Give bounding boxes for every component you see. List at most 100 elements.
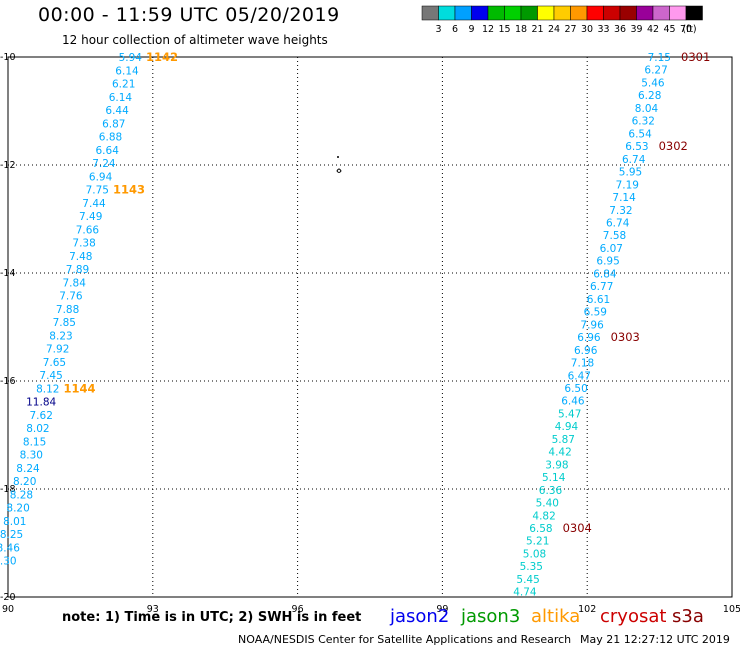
colorbar-tick-label: 15 [498, 24, 510, 35]
colorbar-tick-label: 21 [531, 24, 543, 35]
wave-height-label: 8.28 [10, 489, 33, 501]
wave-height-label: 6.27 [644, 65, 667, 77]
timestamp: May 21 12:27:12 UTC 2019 [580, 633, 730, 646]
colorbar-tick-label: 39 [630, 24, 642, 35]
lon-tick-label: 96 [292, 604, 304, 615]
lat-tick-label: -10 [0, 52, 16, 63]
wave-height-label: 3.98 [545, 459, 568, 471]
satellite-jason3: jason3 [461, 606, 521, 627]
wave-height-label: 7.65 [43, 357, 66, 369]
lon-tick-label: 102 [578, 604, 596, 615]
satellite-jason2: jason2 [390, 606, 450, 627]
lat-tick-label: -12 [0, 160, 16, 171]
wave-height-label: 7.38 [72, 238, 95, 250]
lon-tick-label: 93 [147, 604, 159, 615]
wave-height-label: 7.85 [53, 317, 76, 329]
wave-height-label: 5.14 [542, 472, 566, 484]
island-outline [336, 168, 342, 173]
wave-height-label: 7.96 [580, 319, 604, 331]
wave-height-label: 7.32 [609, 205, 632, 217]
wave-height-label: 11.84 [26, 397, 56, 409]
wave-height-label: 7.44 [82, 198, 106, 210]
wave-height-label: 5.45 [516, 574, 539, 586]
colorbar-tick-label: 36 [614, 24, 626, 35]
pass-time-label: 0304 [563, 521, 592, 535]
wave-height-label: 8.12 [36, 383, 59, 395]
colorbar-tick-label: 45 [663, 24, 675, 35]
wave-height-label: 8.30 [20, 450, 43, 462]
colorbar-tick-label: 12 [482, 24, 494, 35]
wave-height-label: 7.48 [69, 251, 92, 263]
colorbar-tick-label: 27 [564, 24, 576, 35]
wave-height-label: 6.64 [96, 145, 120, 157]
color-legend: 3 6 9 12 15 18 21 24 27 30 33 36 39 42 45 70(ft) [421, 5, 703, 35]
colorbar-tick-label: 6 [452, 24, 458, 35]
colorbar-tick-label: 42 [647, 24, 659, 35]
wave-height-label: 5.95 [619, 167, 642, 179]
wave-height-label: 8.01 [3, 516, 26, 528]
wave-height-label: 6.77 [590, 281, 613, 293]
wave-height-label: 6.84 [593, 268, 617, 280]
lon-tick-label: 90 [2, 604, 14, 615]
wave-height-label: 8.23 [49, 330, 72, 342]
wave-height-label: 7.14 [612, 192, 636, 204]
satellite-s3a: s3a [672, 606, 704, 627]
wave-height-label: 6.07 [600, 243, 623, 255]
wave-height-label: 4.82 [532, 510, 555, 522]
lon-tick-label: 105 [723, 604, 740, 615]
colorbar-tick-label: 30 [581, 24, 593, 35]
pass-time-label: 0303 [611, 330, 640, 344]
wave-height-label: 6.54 [628, 128, 652, 140]
wave-height-label: 7.18 [571, 358, 594, 370]
wave-height-label: 6.47 [568, 370, 591, 382]
wave-height-label: 6.59 [584, 307, 607, 319]
colorbar-tick-label: 9 [468, 24, 474, 35]
lat-tick-label: -20 [0, 592, 16, 603]
wave-height-label: 7.24 [92, 158, 116, 170]
wave-height-label: 7.58 [603, 230, 626, 242]
wave-height-label: 4.94 [555, 421, 579, 433]
wave-height-label: 8.04 [635, 103, 659, 115]
wave-height-label: 6.94 [89, 171, 113, 183]
wave-height-label: 6.58 [529, 523, 552, 535]
wave-height-label: 8.30 [0, 556, 17, 568]
wave-height-label: 7.15 [648, 52, 671, 64]
wave-height-label: 8.25 [0, 529, 23, 541]
wave-height-label: 6.53 [625, 141, 648, 153]
pass-time-label: 0301 [681, 50, 710, 64]
wave-height-label: 6.95 [596, 256, 619, 268]
wave-height-label: 7.89 [66, 264, 89, 276]
wave-height-label: 4.74 [513, 587, 537, 599]
wave-height-label: 5.46 [641, 77, 665, 89]
colorbar-tick-label: 3 [435, 24, 441, 35]
wave-height-label: 6.96 [577, 332, 601, 344]
wave-height-label: 7.76 [59, 291, 83, 303]
satellite-altika: altika [531, 606, 581, 627]
wave-height-label: 6.44 [105, 105, 129, 117]
credit-text: NOAA/NESDIS Center for Satellite Applica… [238, 633, 572, 646]
wave-height-label: 5.47 [558, 408, 581, 420]
wave-height-label: 4.42 [548, 447, 571, 459]
wave-height-label: 7.66 [76, 224, 100, 236]
wave-height-label: 6.32 [632, 116, 655, 128]
wave-height-label: 6.87 [102, 118, 125, 130]
wave-height-label: 7.62 [30, 410, 53, 422]
wave-height-label: 7.19 [616, 179, 639, 191]
wave-height-label: 6.74 [606, 217, 630, 229]
lon-tick-label: 99 [436, 604, 448, 615]
colorbar-tick-label: 70 [680, 24, 692, 35]
colorbar-tick-label: 24 [548, 24, 560, 35]
island-mark [337, 156, 339, 158]
wave-height-label: 8.20 [6, 503, 29, 515]
pass-time-label: 1142 [146, 50, 178, 64]
wave-height-label: 7.49 [79, 211, 102, 223]
pass-time-label: 1144 [64, 381, 96, 395]
wave-height-label: 6.36 [539, 485, 563, 497]
wave-height-label: 6.46 [561, 396, 585, 408]
wave-height-label: 5.21 [526, 536, 549, 548]
wave-height-label: 5.94 [119, 52, 143, 64]
wave-height-label: 5.40 [536, 498, 559, 510]
wave-height-label: 7.92 [46, 344, 69, 356]
wave-height-label: 6.14 [109, 92, 133, 104]
satellite-cryosat: cryosat [600, 606, 667, 627]
